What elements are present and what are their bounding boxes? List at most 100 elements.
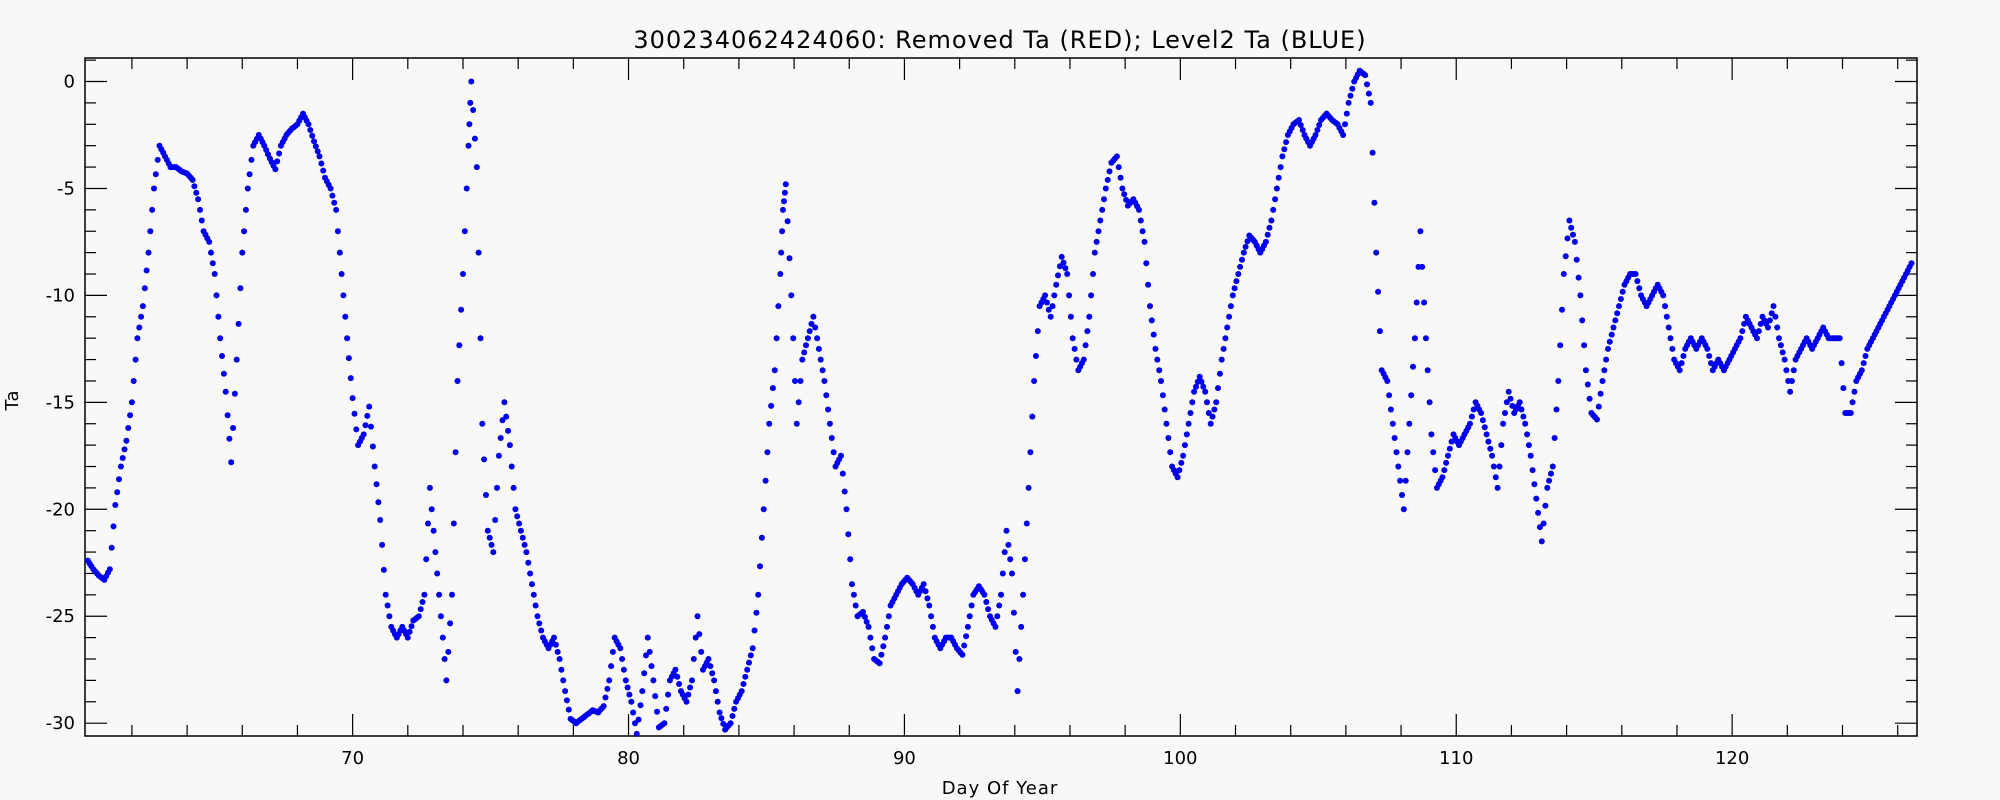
data-point xyxy=(781,189,788,196)
data-point xyxy=(114,489,121,496)
data-point xyxy=(1525,442,1532,449)
data-point xyxy=(379,541,386,548)
data-point xyxy=(534,613,541,620)
data-point xyxy=(1239,256,1245,263)
data-point xyxy=(340,292,347,299)
data-point xyxy=(1544,484,1551,491)
data-point xyxy=(1215,385,1221,392)
data-point xyxy=(1044,299,1050,306)
data-point xyxy=(1529,467,1536,474)
data-point xyxy=(757,563,763,570)
data-point xyxy=(1566,217,1573,224)
data-point xyxy=(654,708,660,715)
data-point xyxy=(712,688,719,695)
data-point xyxy=(1198,378,1205,385)
data-point xyxy=(740,681,747,687)
data-point xyxy=(1139,228,1146,235)
data-point xyxy=(828,435,835,441)
data-point xyxy=(1669,345,1676,352)
data-point xyxy=(519,534,526,541)
data-point xyxy=(1584,381,1591,388)
data-point xyxy=(1617,296,1624,302)
data-point xyxy=(1481,424,1488,431)
data-point xyxy=(1400,506,1407,513)
data-point xyxy=(434,570,441,577)
data-point xyxy=(479,420,486,427)
data-point xyxy=(1847,410,1854,416)
data-point xyxy=(484,527,491,534)
data-point xyxy=(968,602,975,609)
data-point xyxy=(1634,278,1641,285)
data-point xyxy=(132,356,139,363)
data-point xyxy=(1174,474,1181,481)
data-point xyxy=(1542,502,1549,509)
data-point xyxy=(191,183,198,190)
data-point xyxy=(1522,420,1529,427)
data-point xyxy=(718,715,725,722)
data-point xyxy=(226,435,233,442)
data-point xyxy=(769,385,776,392)
data-point xyxy=(428,506,435,513)
data-point xyxy=(698,648,705,655)
data-point xyxy=(1533,495,1540,502)
data-point xyxy=(152,171,159,178)
data-point xyxy=(1546,477,1553,484)
data-point xyxy=(1211,406,1218,413)
data-point xyxy=(771,367,778,374)
data-point xyxy=(1479,417,1486,424)
data-point xyxy=(780,206,786,213)
data-point xyxy=(884,623,890,630)
data-point xyxy=(421,591,428,598)
data-point xyxy=(690,656,697,662)
data-point xyxy=(648,663,655,670)
data-point xyxy=(1277,164,1284,171)
data-point xyxy=(488,541,495,548)
data-point xyxy=(1419,263,1426,270)
data-point xyxy=(1102,185,1109,192)
data-point xyxy=(1097,217,1104,224)
data-point xyxy=(1376,328,1383,335)
data-point xyxy=(762,477,769,484)
data-point xyxy=(926,602,933,609)
data-point xyxy=(709,670,716,677)
data-point xyxy=(477,335,484,342)
data-point xyxy=(461,228,468,235)
data-point xyxy=(237,285,244,292)
data-point xyxy=(1509,402,1516,409)
data-point xyxy=(456,342,463,349)
data-point xyxy=(1483,431,1490,438)
data-point xyxy=(1180,452,1187,459)
data-point xyxy=(217,335,224,342)
data-point xyxy=(885,613,892,620)
data-point xyxy=(929,623,936,630)
data-point xyxy=(635,716,642,723)
data-point xyxy=(1005,541,1012,548)
data-point xyxy=(213,292,220,299)
data-point xyxy=(1021,556,1028,563)
data-point xyxy=(1636,285,1643,292)
data-point xyxy=(1082,342,1089,349)
data-point xyxy=(1009,570,1015,577)
data-point xyxy=(231,390,238,397)
data-point xyxy=(1220,345,1227,352)
data-point xyxy=(386,613,393,620)
data-point xyxy=(689,677,695,684)
data-point xyxy=(305,121,312,128)
data-point xyxy=(351,410,358,417)
data-point xyxy=(604,685,611,692)
data-point xyxy=(470,107,477,113)
data-point xyxy=(878,651,885,658)
y-axis-title: Ta xyxy=(2,389,23,411)
data-point xyxy=(1003,527,1010,534)
data-point xyxy=(1185,420,1192,427)
data-point xyxy=(1417,228,1424,235)
data-point xyxy=(819,367,826,374)
data-point xyxy=(1608,331,1615,338)
data-point xyxy=(364,412,371,419)
data-point xyxy=(674,673,681,680)
data-point xyxy=(1018,623,1025,630)
data-point xyxy=(1662,303,1668,310)
data-point xyxy=(483,492,489,498)
data-point xyxy=(637,702,644,709)
data-point xyxy=(220,370,227,377)
